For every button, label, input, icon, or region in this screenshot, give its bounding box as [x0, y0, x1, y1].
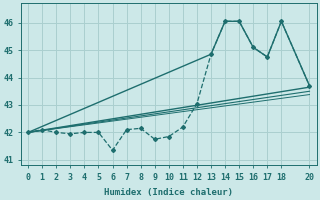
X-axis label: Humidex (Indice chaleur): Humidex (Indice chaleur): [104, 188, 233, 197]
